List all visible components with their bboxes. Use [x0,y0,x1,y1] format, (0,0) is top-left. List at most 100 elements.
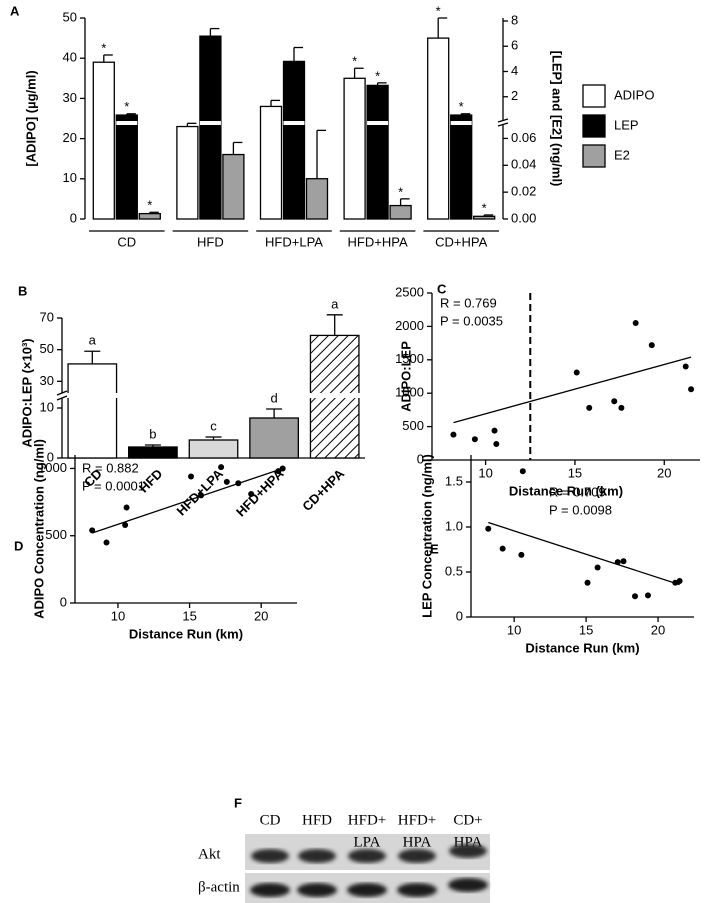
significance: * [375,68,380,83]
axis-break [497,118,509,123]
group-letter: b [149,426,156,441]
point [620,558,627,565]
panel-label: F [234,795,242,810]
bar-break [450,121,472,125]
y-tick-label: 30 [40,373,54,388]
y-tick-label: 50 [40,341,54,356]
bar-break [283,121,305,125]
lane-label: LPA [354,834,381,850]
y-tick-label: 0 [47,449,54,464]
x-tick-label: 15 [182,608,196,623]
bar-break [116,121,138,125]
significance: * [124,99,129,114]
bar [222,153,245,220]
x-axis-label: Distance Run (km) [509,483,623,498]
bar [92,61,115,220]
band [297,883,337,897]
y-tick-label: 6 [511,38,518,53]
axis-break [56,390,68,396]
legend-swatch [582,84,606,108]
significance: * [352,54,357,69]
group-letter: c [210,418,217,433]
x-tick-label: 10 [478,465,492,480]
significance: * [482,200,487,215]
y-tick-label: 10 [40,399,54,414]
y-tick-label: 0.02 [511,184,536,199]
lane-label: HFD+ [348,812,386,828]
legend-swatch [582,114,606,138]
y-tick-label: 0.04 [511,157,536,172]
band [348,849,386,863]
y-tick-label: 1000 [395,385,424,400]
row-label: Akt [198,846,221,862]
x-tick-label: HFD+LPA [265,234,323,249]
y-tick-label: 0 [456,608,463,623]
y-tick-label: 40 [63,50,77,65]
band [398,849,436,863]
stat-annotation: P = 0.0035 [440,313,503,328]
x-tick-label: 15 [579,622,593,637]
y-tick-label: 2000 [395,318,424,333]
x-axis-label: Distance Run (km) [129,626,243,641]
y-axis-label: ADIPO Concentration (ng/ml) [31,439,46,619]
y-tick-label: 500 [402,418,424,433]
significance: * [101,40,106,55]
point [499,545,506,552]
point [518,551,525,558]
point [218,464,225,471]
band [298,849,336,863]
band [251,849,289,863]
bar [249,417,299,459]
point [688,386,695,393]
point [275,468,282,475]
point [644,592,651,599]
lane-label: CD [260,812,281,828]
point [648,342,655,349]
legend-swatch [582,144,606,168]
panel-label: A [10,3,20,18]
x-tick-label: HFD [197,234,224,249]
y-tick-label: 0 [60,594,67,609]
point [471,436,478,443]
x-tick-label: CD [117,234,136,249]
band [448,878,488,892]
y-tick-label: 1.0 [445,518,463,533]
x-tick-label: CD+HPA [435,234,487,249]
y-tick-label: 1000 [38,460,67,475]
bar [305,178,329,220]
significance: * [398,184,403,199]
row-label: β-actin [198,879,240,895]
x-tick-label: 20 [254,608,268,623]
group-letter: d [270,390,277,405]
point [584,579,591,586]
bar [366,84,389,220]
point [188,473,195,480]
legend-label: LEP [614,117,639,132]
x-tick-label: HFD+LPA [173,466,226,519]
stat-annotation: R = 0.769 [440,295,497,310]
point [123,504,130,511]
bar-break [309,393,360,398]
legend-label: ADIPO [614,87,654,102]
y-tick-label: 8 [511,12,518,27]
y-tick-label: 1500 [395,351,424,366]
bar [176,125,199,220]
y-tick-label: 10 [63,170,77,185]
y-tick-label: 30 [63,90,77,105]
significance: * [436,3,441,18]
point [618,404,625,411]
point [632,320,639,327]
band [250,883,290,897]
point [573,369,580,376]
bar [427,37,450,220]
y2-axis-label: [LEP] and [E2] (ng/ml) [550,51,565,187]
point [682,363,689,370]
panel-label: B [18,283,27,298]
legend-label: E2 [614,147,630,162]
bar [389,204,412,220]
point [223,478,230,485]
bar [115,114,138,220]
x-tick-label: 10 [507,622,521,637]
panel-label: C [437,281,447,296]
